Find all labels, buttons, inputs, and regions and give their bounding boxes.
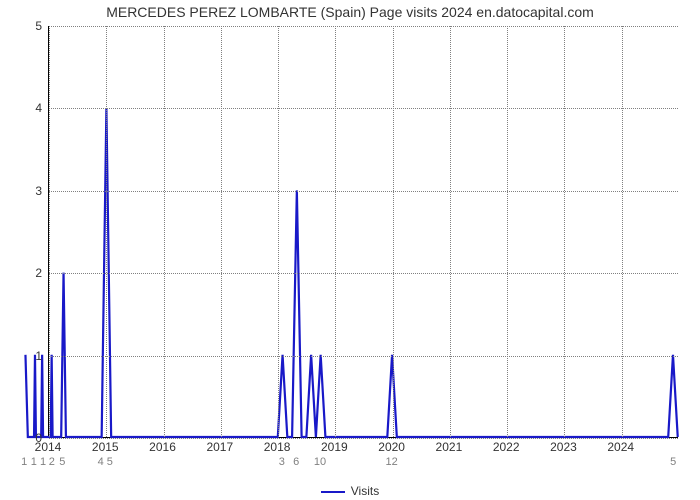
- x-sub-label: 5: [670, 456, 676, 468]
- y-tick-label: 2: [2, 266, 42, 280]
- y-tick-label: 3: [2, 184, 42, 198]
- grid-vertical: [106, 26, 107, 437]
- grid-vertical: [450, 26, 451, 437]
- grid-vertical: [507, 26, 508, 437]
- y-tick-label: 1: [2, 349, 42, 363]
- x-sub-label: 1: [21, 456, 27, 468]
- x-tick-label: 2022: [493, 440, 520, 454]
- grid-vertical: [393, 26, 394, 437]
- x-sub-label: 12: [386, 456, 398, 468]
- grid-vertical: [622, 26, 623, 437]
- plot-area: [48, 26, 678, 438]
- chart-title: MERCEDES PEREZ LOMBARTE (Spain) Page vis…: [0, 4, 700, 20]
- x-sub-label: 3: [279, 456, 285, 468]
- legend-swatch: [321, 491, 345, 493]
- grid-vertical: [564, 26, 565, 437]
- x-sub-label: 6: [293, 456, 299, 468]
- x-tick-label: 2014: [35, 440, 62, 454]
- x-tick-label: 2017: [206, 440, 233, 454]
- x-tick-label: 2024: [607, 440, 634, 454]
- x-tick-label: 2023: [550, 440, 577, 454]
- x-tick-label: 2016: [149, 440, 176, 454]
- grid-horizontal: [49, 26, 678, 27]
- grid-vertical: [278, 26, 279, 437]
- x-sub-label: 1 1: [31, 456, 46, 468]
- grid-horizontal: [49, 108, 678, 109]
- grid-vertical: [164, 26, 165, 437]
- visits-line-chart: MERCEDES PEREZ LOMBARTE (Spain) Page vis…: [0, 0, 700, 500]
- x-sub-label: 4 5: [98, 456, 113, 468]
- y-tick-label: 5: [2, 19, 42, 33]
- x-tick-label: 2019: [321, 440, 348, 454]
- legend: Visits: [0, 484, 700, 498]
- grid-horizontal: [49, 273, 678, 274]
- grid-horizontal: [49, 191, 678, 192]
- x-tick-label: 2021: [436, 440, 463, 454]
- x-sub-label: 10: [314, 456, 326, 468]
- x-sub-label: 2: [49, 456, 55, 468]
- grid-vertical: [335, 26, 336, 437]
- x-sub-label: 5: [59, 456, 65, 468]
- grid-vertical: [221, 26, 222, 437]
- x-tick-label: 2020: [378, 440, 405, 454]
- plot-svg: [49, 26, 678, 437]
- grid-horizontal: [49, 438, 678, 439]
- x-tick-label: 2018: [264, 440, 291, 454]
- grid-horizontal: [49, 356, 678, 357]
- y-tick-label: 4: [2, 101, 42, 115]
- legend-label: Visits: [351, 484, 379, 498]
- x-tick-label: 2015: [92, 440, 119, 454]
- grid-vertical: [49, 26, 50, 437]
